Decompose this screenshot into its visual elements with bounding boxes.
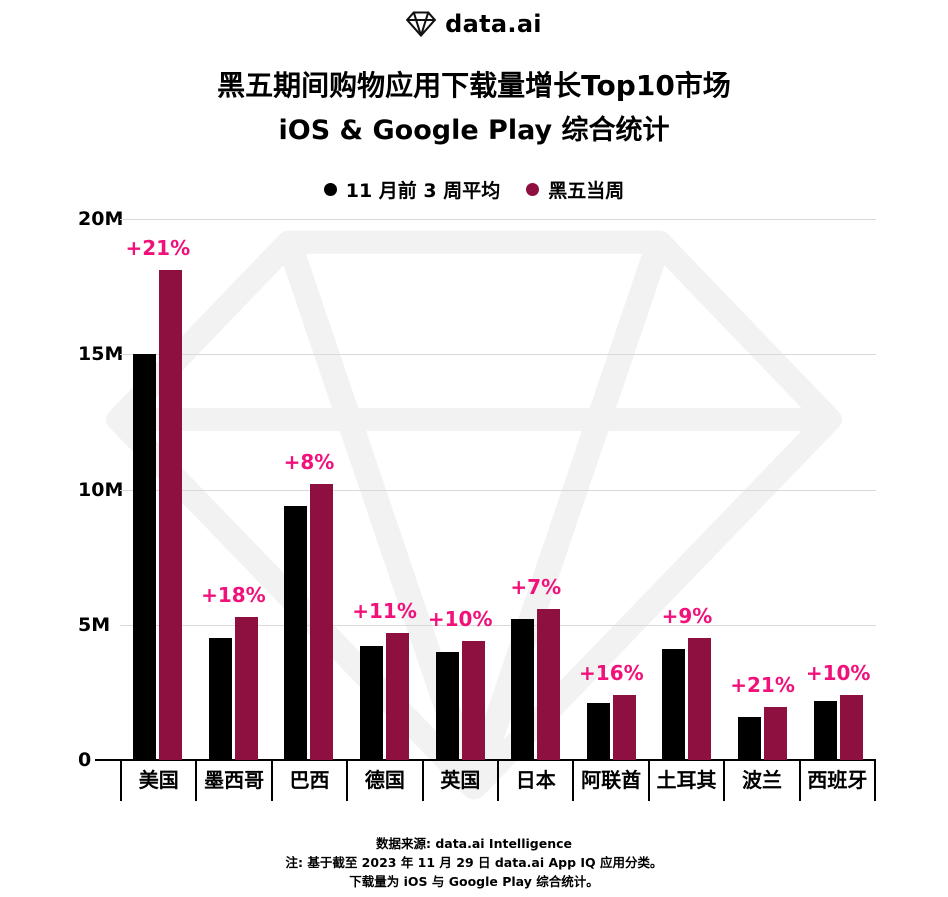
y-axis-tick-label: 5M (78, 613, 111, 636)
growth-label: +10% (805, 661, 871, 686)
x-axis-label: 土耳其 (647, 761, 723, 801)
x-axis-label: 美国 (120, 761, 195, 801)
chart-area: +21% +18% +8% +11% +10% +7% +16% +9% +21% +10% 美国… (0, 200, 948, 825)
bar-prev-avg (813, 700, 837, 760)
bar-black-friday (537, 608, 561, 760)
gridline (120, 219, 876, 220)
legend-label-prev-avg: 11 月前 3 周平均 (345, 180, 501, 202)
bar-black-friday (386, 632, 410, 760)
bar-group: +16% (574, 219, 650, 760)
x-axis-label: 波兰 (723, 761, 798, 801)
x-axis-label: 墨西哥 (195, 761, 270, 801)
x-axis-line (95, 759, 876, 761)
bar-group: +21% (120, 219, 196, 760)
bar-prev-avg (511, 619, 535, 760)
bar-black-friday (234, 616, 258, 760)
growth-label: +10% (427, 607, 493, 631)
footer-source: 数据来源: data.ai Intelligence (375, 836, 573, 851)
legend-label-black-friday: 黑五当周 (548, 180, 625, 202)
growth-label: +8% (283, 450, 335, 475)
x-axis-label: 英国 (421, 761, 497, 801)
bar-group: +9% (649, 219, 725, 760)
chart-title-line1: 黑五期间购物应用下载量增长Top10市场 (217, 69, 731, 102)
x-axis-label: 阿联酋 (572, 761, 647, 801)
bar-prev-avg (133, 354, 157, 760)
gridline (120, 354, 876, 356)
x-axis-labels: 美国 墨西哥 巴西 德国 英国 日本 阿联酋 土耳其 波兰 西班牙 (120, 761, 877, 801)
plot-area: +21% +18% +8% +11% +10% +7% +16% +9% +21% +10% (120, 219, 876, 760)
data-ai-diamond-icon (406, 11, 437, 37)
bar-prev-avg (284, 505, 308, 760)
bar-prev-avg (586, 703, 610, 760)
bar-group: +18% (196, 219, 272, 760)
bar-group: +7% (498, 219, 574, 760)
growth-label: +21% (125, 236, 191, 261)
x-axis-label: 巴西 (270, 761, 346, 801)
legend-item-black-friday: 黑五当周 (526, 176, 624, 203)
gridline (120, 489, 876, 491)
growth-label: +16% (579, 661, 644, 686)
y-axis-tick-label: 15M (78, 343, 124, 366)
bar-prev-avg (208, 638, 232, 760)
growth-label: +18% (201, 582, 266, 607)
bar-black-friday (839, 695, 863, 760)
x-axis-label: 德国 (346, 761, 421, 801)
y-axis-tick-label: 0 (78, 749, 92, 771)
bar-prev-avg (738, 716, 762, 760)
bar-prev-avg (662, 649, 686, 760)
y-axis-tick-label: 10M (78, 478, 124, 501)
bar-black-friday (612, 695, 636, 760)
brand-logo-text: data.ai (445, 10, 542, 38)
legend-dot-magenta (526, 183, 540, 196)
bar-black-friday (159, 270, 183, 760)
legend-dot-black (323, 183, 337, 196)
bar-group: +10% (800, 219, 876, 760)
bar-black-friday (310, 484, 334, 760)
bar-black-friday (461, 641, 485, 760)
bar-group: +8% (271, 219, 347, 760)
legend-item-prev-avg: 11 月前 3 周平均 (323, 176, 501, 203)
growth-label: +9% (661, 604, 713, 629)
chart-legend: 11 月前 3 周平均 黑五当周 (0, 176, 948, 203)
bar-group: +10% (422, 219, 498, 760)
x-axis-label: 日本 (497, 761, 572, 801)
footer-notes: 数据来源: data.ai Intelligence 注: 基于截至 2023 … (0, 834, 948, 891)
growth-label: +7% (510, 574, 562, 599)
y-axis-tick-label: 20M (78, 208, 124, 230)
footer-note-2: 下载量为 iOS 与 Google Play 综合统计。 (349, 874, 599, 889)
chart-title-line2: iOS & Google Play 综合统计 (278, 115, 670, 146)
bar-black-friday (688, 638, 712, 760)
bar-black-friday (764, 707, 788, 760)
x-axis-label: 西班牙 (798, 761, 877, 801)
gridline (120, 624, 876, 626)
footer-note-1: 注: 基于截至 2023 年 11 月 29 日 data.ai App IQ … (285, 855, 663, 870)
bar-group: +11% (347, 219, 423, 760)
brand-header: data.ai (0, 10, 948, 38)
bar-prev-avg (360, 646, 384, 760)
growth-label: +21% (730, 673, 795, 698)
growth-label: +11% (352, 598, 417, 623)
bar-prev-avg (435, 651, 459, 760)
bar-group: +21% (725, 219, 801, 760)
